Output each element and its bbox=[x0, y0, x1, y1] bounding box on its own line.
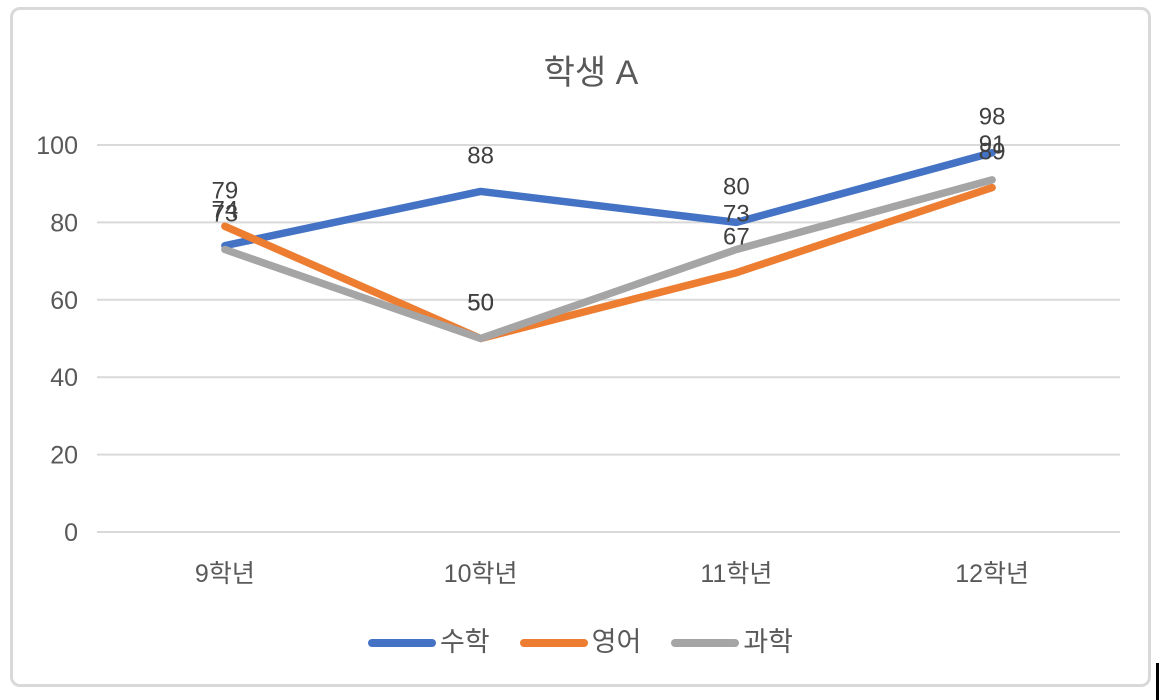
legend-label-english: 영어 bbox=[591, 627, 642, 657]
legend-label-math: 수학 bbox=[439, 627, 490, 657]
legend-item-science[interactable]: 과학 bbox=[671, 629, 793, 656]
legend-label-science: 과학 bbox=[743, 627, 794, 657]
text-cursor-artifact bbox=[1156, 663, 1159, 700]
legend-item-math[interactable]: 수학 bbox=[367, 627, 490, 657]
legend-line-swatch-science bbox=[671, 638, 740, 647]
legend-item-english[interactable]: 영어 bbox=[519, 627, 642, 657]
legend-line-swatch-english bbox=[519, 638, 588, 647]
legend-line-swatch-math bbox=[367, 638, 436, 647]
chart-legend: 수학 영어 과학 bbox=[0, 629, 1161, 656]
chart-frame[interactable] bbox=[10, 7, 1151, 687]
